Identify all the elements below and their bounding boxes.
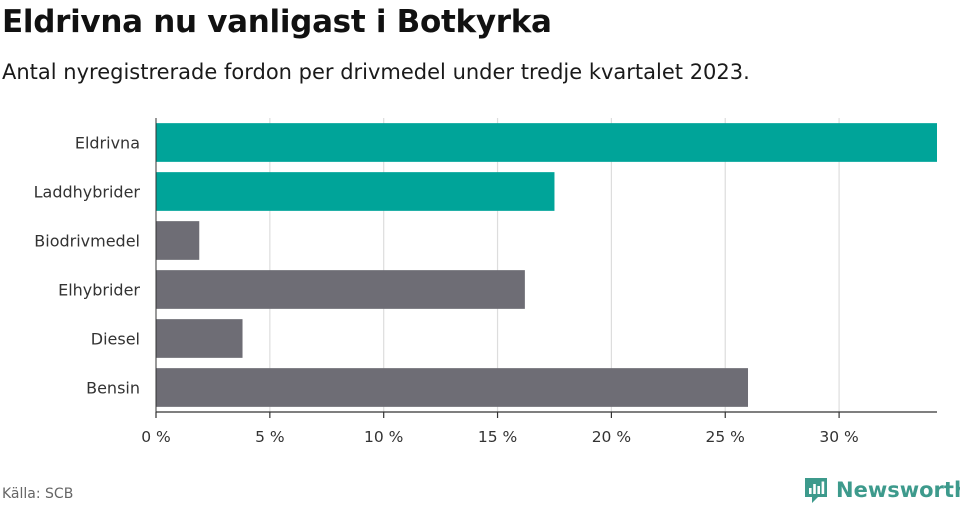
source-note: Källa: SCB — [2, 486, 74, 502]
category-label: Laddhybrider — [34, 183, 141, 202]
bar-elhybrider[interactable] — [156, 270, 525, 309]
newsworthy-logo-icon — [805, 478, 827, 503]
brand-name: Newsworthy — [836, 478, 960, 502]
chart-title: Eldrivna nu vanligast i Botkyrka — [2, 4, 552, 40]
x-tick-label: 10 % — [364, 428, 403, 446]
x-tick-label: 25 % — [706, 428, 745, 446]
chart-subtitle: Antal nyregistrerade fordon per drivmede… — [2, 60, 750, 84]
grid-lines — [269, 118, 840, 412]
bars — [156, 123, 937, 407]
bar-bensin[interactable] — [156, 368, 749, 407]
x-tick-label: 30 % — [819, 428, 858, 446]
x-tick-label: 20 % — [592, 428, 631, 446]
category-label: Biodrivmedel — [34, 232, 140, 251]
brand-logo[interactable]: Newsworthy — [803, 474, 960, 506]
x-axis: 0 % 5 % 10 % 15 % 20 % 25 % 30 % — [141, 118, 937, 446]
bar-biodrivmedel[interactable] — [156, 221, 200, 260]
category-labels: Eldrivna Laddhybrider Biodrivmedel Elhybrid… — [34, 134, 141, 398]
x-tick-label: 15 % — [478, 428, 517, 446]
bar-laddhybrider[interactable] — [156, 172, 555, 211]
category-label: Diesel — [91, 330, 140, 349]
category-label: Eldrivna — [75, 134, 140, 153]
x-tick-label: 5 % — [255, 428, 285, 446]
x-tick-label: 0 % — [141, 428, 171, 446]
category-label: Elhybrider — [58, 281, 140, 300]
bar-eldrivna[interactable] — [156, 123, 937, 162]
category-label: Bensin — [86, 379, 140, 398]
bar-chart: Eldrivna Laddhybrider Biodrivmedel Elhybrid… — [34, 118, 937, 446]
bar-diesel[interactable] — [156, 319, 243, 358]
